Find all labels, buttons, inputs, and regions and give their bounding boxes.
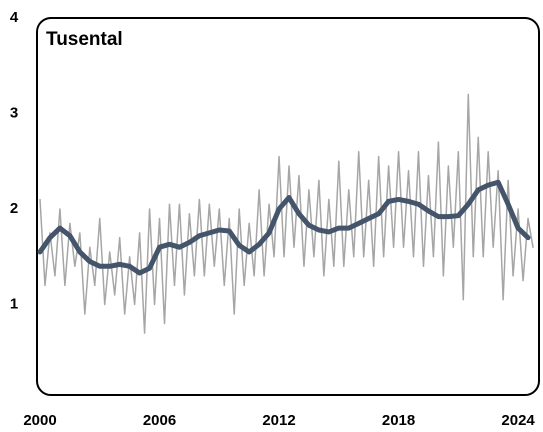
line-series xyxy=(39,93,534,334)
y-tick-label: 1 xyxy=(10,295,18,312)
y-tick-label: 2 xyxy=(10,200,18,217)
chart-title: Tusental xyxy=(46,29,123,50)
x-tick-label: 2006 xyxy=(143,412,176,429)
x-tick-label: 2024 xyxy=(501,412,535,429)
x-tick-label: 2018 xyxy=(382,412,415,429)
x-tick-label: 2000 xyxy=(23,412,56,429)
x-tick-label: 2012 xyxy=(262,412,295,429)
y-tick-label: 4 xyxy=(10,9,19,26)
plot-frame xyxy=(36,17,540,396)
y-tick-label: 3 xyxy=(10,104,18,121)
line-series xyxy=(37,179,531,276)
